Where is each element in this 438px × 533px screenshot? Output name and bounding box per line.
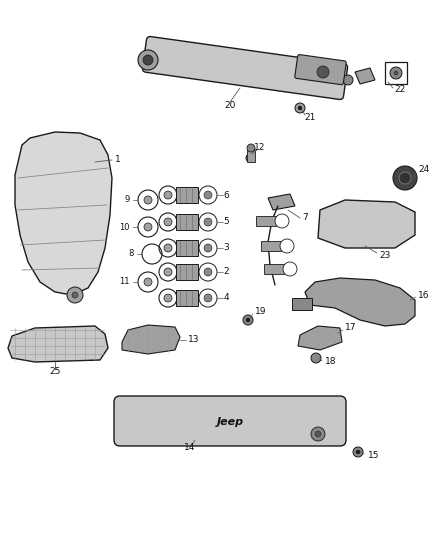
Circle shape xyxy=(298,106,302,110)
Circle shape xyxy=(343,75,353,85)
Polygon shape xyxy=(355,68,375,84)
Circle shape xyxy=(311,353,321,363)
Circle shape xyxy=(390,67,402,79)
Text: 1: 1 xyxy=(115,156,121,165)
Circle shape xyxy=(199,186,217,204)
Circle shape xyxy=(246,318,250,322)
Circle shape xyxy=(164,294,172,302)
Circle shape xyxy=(72,292,78,298)
Circle shape xyxy=(144,278,152,286)
Text: 24: 24 xyxy=(418,166,429,174)
Circle shape xyxy=(164,244,172,252)
Text: 23: 23 xyxy=(379,251,391,260)
Circle shape xyxy=(204,244,212,252)
Circle shape xyxy=(280,239,294,253)
Polygon shape xyxy=(298,326,342,350)
Text: 8: 8 xyxy=(129,249,134,259)
Circle shape xyxy=(204,218,212,226)
Circle shape xyxy=(246,154,254,162)
Text: 25: 25 xyxy=(49,367,61,376)
Text: 6: 6 xyxy=(223,190,229,199)
Bar xyxy=(247,150,255,162)
Bar xyxy=(292,298,312,310)
Circle shape xyxy=(199,289,217,307)
Circle shape xyxy=(138,50,158,70)
Circle shape xyxy=(315,431,321,437)
Polygon shape xyxy=(318,200,415,248)
Text: 9: 9 xyxy=(125,196,130,205)
Circle shape xyxy=(204,191,212,199)
Circle shape xyxy=(164,191,172,199)
Circle shape xyxy=(356,450,360,454)
Circle shape xyxy=(243,315,253,325)
Polygon shape xyxy=(15,132,112,295)
Text: 17: 17 xyxy=(345,324,357,333)
Polygon shape xyxy=(305,278,415,326)
Text: 22: 22 xyxy=(394,85,406,94)
Text: 21: 21 xyxy=(304,114,316,123)
Text: 2: 2 xyxy=(223,268,229,277)
Circle shape xyxy=(317,66,329,78)
Text: 13: 13 xyxy=(188,335,199,344)
Circle shape xyxy=(144,223,152,231)
Circle shape xyxy=(275,214,289,228)
Polygon shape xyxy=(176,187,198,203)
FancyBboxPatch shape xyxy=(142,37,347,100)
Text: 5: 5 xyxy=(223,217,229,227)
Text: 20: 20 xyxy=(224,101,236,109)
Text: 10: 10 xyxy=(120,222,130,231)
Text: 16: 16 xyxy=(418,290,430,300)
Circle shape xyxy=(67,287,83,303)
Text: 4: 4 xyxy=(223,294,229,303)
Text: 15: 15 xyxy=(368,451,379,461)
Circle shape xyxy=(204,294,212,302)
Circle shape xyxy=(144,196,152,204)
Text: 19: 19 xyxy=(255,308,266,317)
Polygon shape xyxy=(176,264,198,280)
Circle shape xyxy=(393,166,417,190)
Polygon shape xyxy=(176,290,198,306)
Polygon shape xyxy=(8,326,108,362)
Polygon shape xyxy=(268,194,295,210)
Circle shape xyxy=(164,268,172,276)
Bar xyxy=(385,62,407,84)
Bar xyxy=(261,241,281,251)
Text: Jeep: Jeep xyxy=(216,417,244,427)
Text: 14: 14 xyxy=(184,443,196,453)
Circle shape xyxy=(199,213,217,231)
FancyBboxPatch shape xyxy=(295,54,346,85)
Text: 7: 7 xyxy=(302,214,308,222)
Circle shape xyxy=(283,262,297,276)
Bar xyxy=(264,264,284,274)
Circle shape xyxy=(394,71,398,75)
Circle shape xyxy=(353,447,363,457)
Polygon shape xyxy=(122,325,180,354)
FancyBboxPatch shape xyxy=(114,396,346,446)
Circle shape xyxy=(311,427,325,441)
Text: 11: 11 xyxy=(120,278,130,287)
Circle shape xyxy=(164,218,172,226)
Circle shape xyxy=(295,103,305,113)
Text: 18: 18 xyxy=(325,358,336,367)
Bar xyxy=(256,216,276,226)
Circle shape xyxy=(247,144,255,152)
Circle shape xyxy=(143,55,153,65)
Polygon shape xyxy=(176,214,198,230)
Text: 3: 3 xyxy=(223,244,229,253)
Polygon shape xyxy=(176,240,198,256)
Circle shape xyxy=(199,263,217,281)
Circle shape xyxy=(399,172,411,184)
Circle shape xyxy=(204,268,212,276)
Text: 12: 12 xyxy=(254,143,266,152)
Circle shape xyxy=(199,239,217,257)
